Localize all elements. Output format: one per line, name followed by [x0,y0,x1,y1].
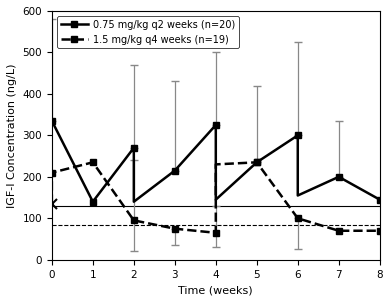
Y-axis label: IGF-I Concentration (ng/L): IGF-I Concentration (ng/L) [7,63,17,207]
Legend: 0.75 mg/kg q2 weeks (n=20), 1.5 mg/kg q4 weeks (n=19): 0.75 mg/kg q2 weeks (n=20), 1.5 mg/kg q4… [57,16,239,48]
X-axis label: Time (weeks): Time (weeks) [179,285,253,295]
